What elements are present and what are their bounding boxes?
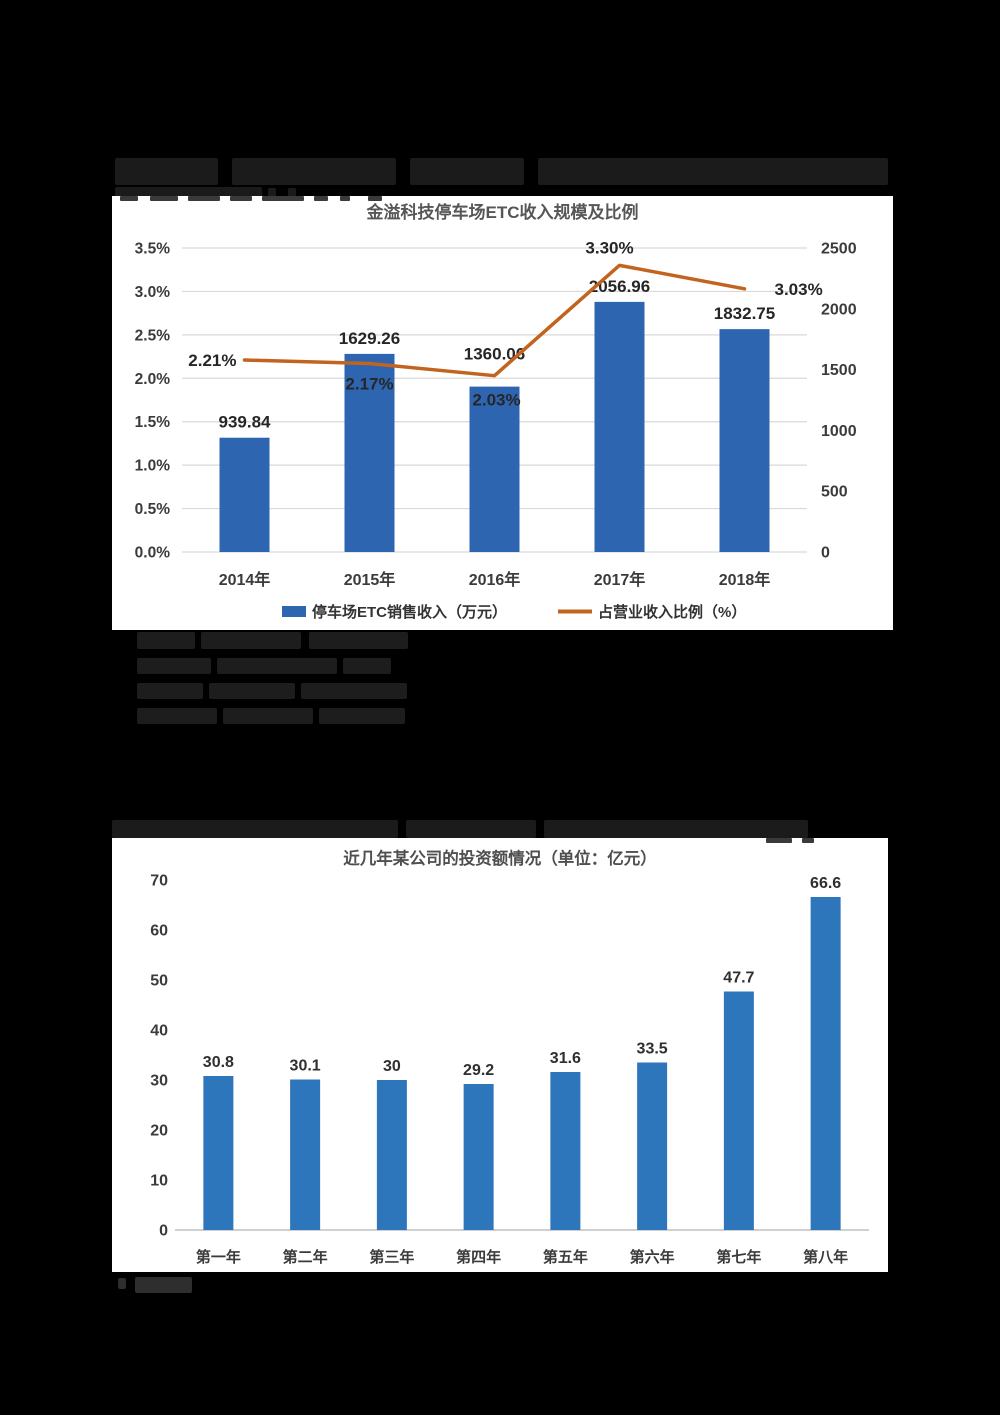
redacted-option-segment — [217, 658, 337, 674]
redacted-text-block — [410, 158, 524, 185]
svg-text:0: 0 — [159, 1223, 168, 1240]
chart1-panel: 3.5% 3.0% 2.5% 2.0% 1.5% 1.0% 0.5% 0.0% 2500 2000… — [112, 196, 893, 630]
svg-text:10: 10 — [150, 1173, 168, 1190]
svg-text:3.03%: 3.03% — [775, 280, 823, 299]
svg-text:2.17%: 2.17% — [345, 375, 393, 394]
svg-text:33.5: 33.5 — [637, 1041, 668, 1058]
svg-text:第五年: 第五年 — [543, 1248, 588, 1266]
redacted-mark — [118, 1278, 126, 1289]
redacted-option-segment — [301, 683, 407, 699]
svg-text:占营业收入比例（%）: 占营业收入比例（%） — [598, 603, 746, 621]
svg-text:0.0%: 0.0% — [135, 545, 171, 562]
svg-text:2000: 2000 — [821, 301, 857, 318]
redacted-artifact — [340, 196, 350, 201]
redacted-artifact — [150, 196, 178, 201]
redacted-text-block — [115, 158, 218, 185]
svg-text:0.5%: 0.5% — [135, 501, 171, 518]
svg-text:60: 60 — [150, 923, 168, 940]
redacted-text-block — [135, 1277, 192, 1293]
svg-text:30: 30 — [383, 1058, 401, 1075]
svg-text:50: 50 — [150, 973, 168, 990]
redacted-artifact — [314, 196, 328, 201]
svg-text:1500: 1500 — [821, 362, 857, 379]
investment-bar-chart: 近几年某公司的投资额情况（单位：亿元） 70 60 50 40 30 20 10 0 30.8 30… — [150, 848, 869, 1266]
redacted-paren-mark — [268, 188, 276, 201]
redacted-text-block — [232, 158, 396, 185]
svg-text:40: 40 — [150, 1023, 168, 1040]
redacted-artifact — [368, 196, 382, 201]
chart2-panel: 近几年某公司的投资额情况（单位：亿元） 70 60 50 40 30 20 10 0 30.8 30… — [112, 838, 888, 1272]
svg-text:500: 500 — [821, 484, 848, 501]
redacted-paren-mark — [288, 188, 296, 201]
redacted-option-segment — [137, 658, 211, 674]
etc-revenue-combo-chart: 3.5% 3.0% 2.5% 2.0% 1.5% 1.0% 0.5% 0.0% 2500 2000… — [135, 202, 857, 621]
svg-text:第三年: 第三年 — [369, 1248, 414, 1266]
redacted-artifact — [766, 838, 792, 843]
svg-text:1629.26: 1629.26 — [339, 329, 400, 348]
svg-text:20: 20 — [150, 1123, 168, 1140]
svg-text:金溢科技停车场ETC收入规模及比例: 金溢科技停车场ETC收入规模及比例 — [366, 202, 639, 222]
svg-text:2014年: 2014年 — [219, 570, 271, 589]
svg-text:1.5%: 1.5% — [135, 414, 171, 431]
redacted-text-block — [406, 820, 536, 838]
redacted-artifact — [262, 196, 304, 201]
redacted-text-block — [112, 820, 398, 838]
svg-text:第六年: 第六年 — [630, 1248, 675, 1266]
svg-text:第一年: 第一年 — [196, 1248, 241, 1266]
redacted-artifact — [120, 196, 138, 201]
svg-text:1360.06: 1360.06 — [464, 345, 525, 364]
svg-text:3.5%: 3.5% — [135, 241, 171, 258]
svg-text:第七年: 第七年 — [716, 1248, 761, 1266]
svg-text:2015年: 2015年 — [344, 570, 396, 589]
svg-text:停车场ETC销售收入（万元）: 停车场ETC销售收入（万元） — [312, 603, 507, 621]
redacted-artifact — [802, 838, 814, 843]
svg-text:第八年: 第八年 — [803, 1248, 848, 1266]
svg-text:30: 30 — [150, 1073, 168, 1090]
redacted-artifact — [230, 196, 252, 201]
svg-text:0: 0 — [821, 545, 830, 562]
redacted-text-block — [538, 158, 888, 185]
svg-text:939.84: 939.84 — [219, 413, 272, 432]
redacted-text-block — [544, 820, 808, 838]
redacted-option-segment — [137, 632, 195, 649]
svg-text:1832.75: 1832.75 — [714, 304, 775, 323]
svg-text:30.1: 30.1 — [290, 1058, 321, 1075]
svg-text:3.0%: 3.0% — [135, 284, 171, 301]
redacted-option-segment — [209, 683, 295, 699]
redacted-option-segment — [309, 632, 408, 649]
redacted-option-segment — [137, 708, 217, 724]
redacted-option-segment — [319, 708, 405, 724]
svg-text:2.03%: 2.03% — [472, 391, 520, 410]
redacted-option-segment — [223, 708, 313, 724]
svg-text:第二年: 第二年 — [283, 1248, 328, 1266]
svg-text:2500: 2500 — [821, 241, 857, 258]
svg-text:31.6: 31.6 — [550, 1050, 581, 1067]
svg-text:2017年: 2017年 — [594, 570, 646, 589]
svg-text:30.8: 30.8 — [203, 1054, 234, 1071]
redacted-option-segment — [343, 658, 391, 674]
redacted-option-segment — [201, 632, 301, 649]
svg-text:3.30%: 3.30% — [585, 238, 633, 257]
svg-text:第四年: 第四年 — [456, 1248, 501, 1266]
svg-text:66.6: 66.6 — [810, 875, 841, 892]
svg-text:29.2: 29.2 — [463, 1062, 494, 1079]
svg-text:2.0%: 2.0% — [135, 371, 171, 388]
svg-text:1.0%: 1.0% — [135, 458, 171, 475]
svg-text:2018年: 2018年 — [719, 570, 771, 589]
svg-text:2016年: 2016年 — [469, 570, 521, 589]
redacted-artifact — [188, 196, 220, 201]
svg-text:2.5%: 2.5% — [135, 327, 171, 344]
svg-text:1000: 1000 — [821, 423, 857, 440]
svg-text:70: 70 — [150, 873, 168, 890]
svg-text:47.7: 47.7 — [723, 970, 754, 987]
svg-text:2.21%: 2.21% — [188, 351, 236, 370]
svg-text:2056.96: 2056.96 — [589, 277, 650, 296]
redacted-option-segment — [137, 683, 203, 699]
svg-text:近几年某公司的投资额情况（单位：亿元）: 近几年某公司的投资额情况（单位：亿元） — [343, 848, 657, 868]
